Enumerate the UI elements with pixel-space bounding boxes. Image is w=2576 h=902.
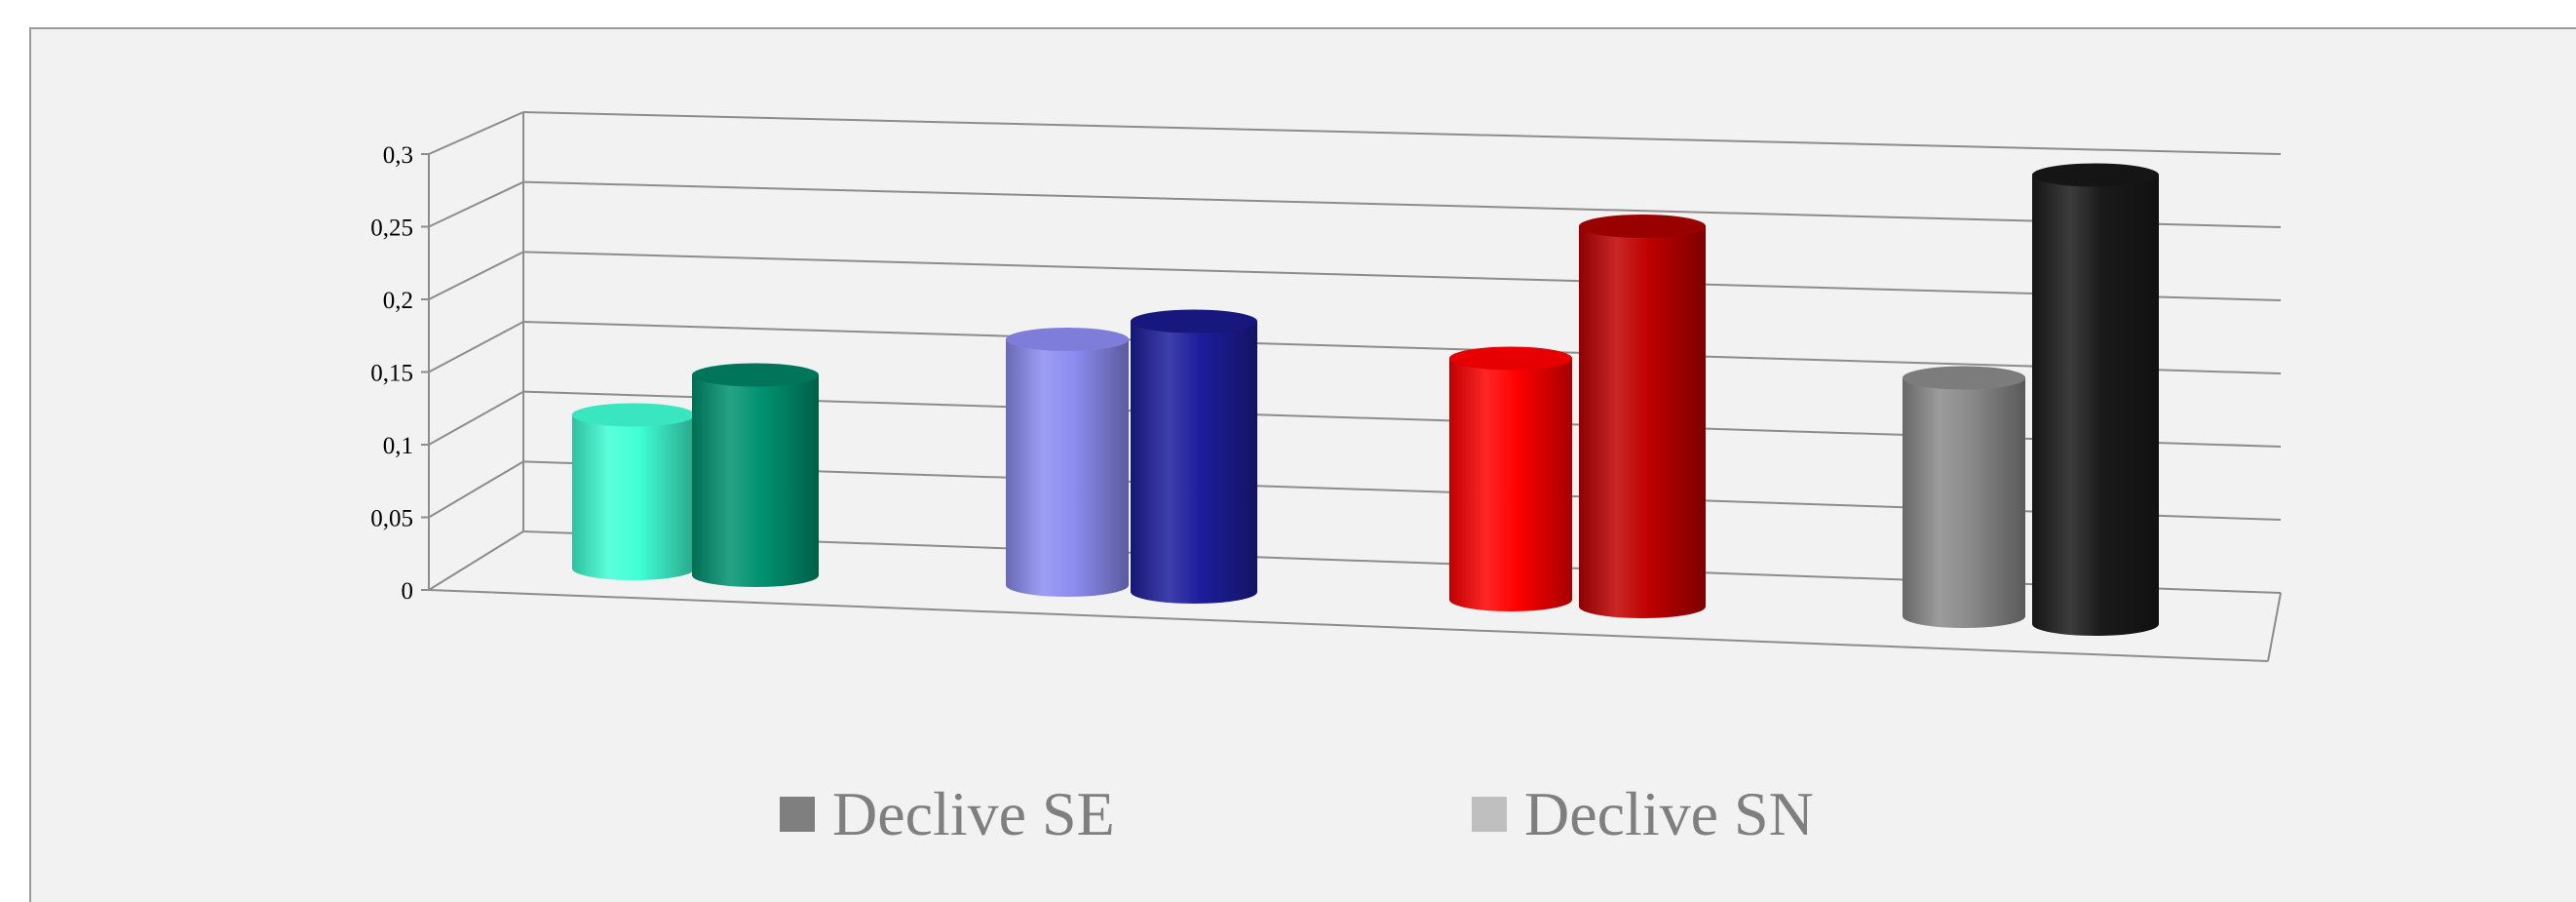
bar-declive-sn bbox=[1579, 215, 1706, 618]
bar-declive-se bbox=[1006, 328, 1129, 597]
y-tick-label: 0,15 bbox=[370, 361, 413, 387]
back-gridline bbox=[522, 321, 2282, 374]
bar-declive-se bbox=[1903, 366, 2025, 628]
side-gridline bbox=[428, 460, 524, 519]
side-gridline bbox=[428, 180, 524, 228]
y-tick-label: 0,2 bbox=[383, 288, 413, 314]
side-gridline bbox=[428, 111, 524, 155]
bar-top bbox=[2032, 163, 2159, 187]
bar-declive-sn bbox=[692, 363, 819, 587]
bar-body bbox=[1131, 321, 1257, 604]
y-tick-label: 0,1 bbox=[383, 433, 413, 459]
legend-label-declive-se: Declive SE bbox=[832, 779, 1115, 848]
legend-swatch-declive-sn bbox=[1472, 797, 1507, 832]
side-gridline bbox=[428, 321, 524, 373]
y-tick-label: 0,3 bbox=[383, 142, 413, 169]
legend-item-declive-sn: Declive SN bbox=[1472, 775, 1814, 853]
y-tick-label: 0,25 bbox=[370, 216, 413, 242]
bar-top bbox=[1006, 328, 1129, 351]
y-tick-label: 0,05 bbox=[370, 506, 413, 532]
side-gridline bbox=[428, 390, 524, 446]
bar-declive-se bbox=[1449, 346, 1572, 611]
bar-body bbox=[2032, 175, 2159, 636]
bar-declive-se bbox=[572, 403, 695, 580]
bar-top bbox=[692, 363, 819, 387]
bar-body bbox=[1006, 339, 1129, 597]
bar-body bbox=[572, 414, 695, 580]
back-gridline bbox=[522, 111, 2282, 155]
floor-front-edge bbox=[428, 589, 2269, 662]
bar-top bbox=[1903, 366, 2025, 390]
y-tick-label: 0 bbox=[402, 578, 414, 605]
side-gridline bbox=[428, 251, 524, 300]
side-gridline bbox=[428, 530, 524, 591]
back-gridline bbox=[522, 251, 2282, 301]
bar-body bbox=[1449, 358, 1572, 611]
legend-swatch-declive-se bbox=[780, 797, 815, 832]
bar-top bbox=[1449, 346, 1572, 371]
bar-declive-sn bbox=[2032, 163, 2159, 636]
legend-label-declive-sn: Declive SN bbox=[1524, 779, 1814, 848]
bar-body bbox=[692, 374, 819, 587]
back-gridline bbox=[522, 180, 2282, 228]
legend-item-declive-se: Declive SE bbox=[780, 775, 1115, 853]
bar-body bbox=[1579, 226, 1706, 618]
bar-declive-sn bbox=[1131, 309, 1257, 604]
bar-top bbox=[1579, 215, 1706, 238]
bar-top bbox=[1131, 309, 1257, 333]
bar-body bbox=[1903, 377, 2025, 628]
floor-right-edge bbox=[2267, 592, 2282, 662]
bar-top bbox=[572, 403, 695, 427]
